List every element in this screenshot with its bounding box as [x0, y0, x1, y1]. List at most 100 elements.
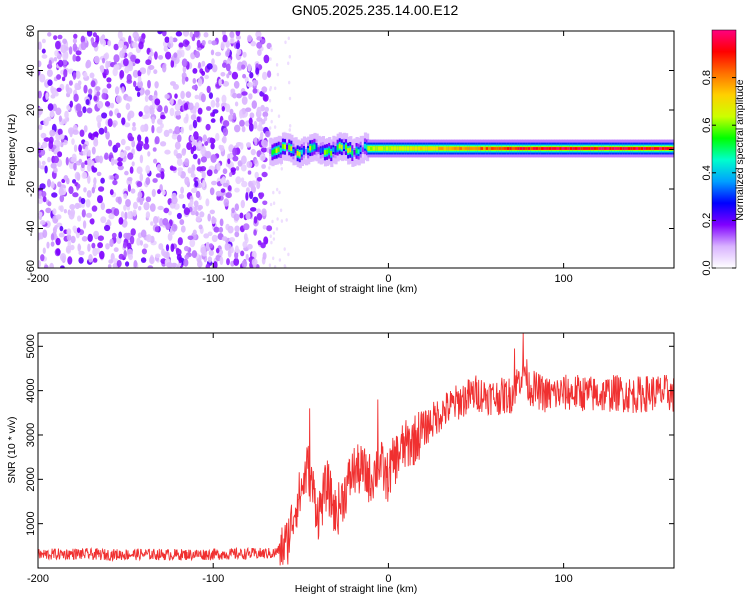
noise-cell [272, 231, 276, 235]
noise-cell [239, 110, 243, 119]
noise-cell [189, 31, 193, 38]
noise-cell [52, 103, 57, 112]
echo-cell [509, 147, 513, 150]
noise-cell [139, 198, 144, 205]
noise-cell [42, 229, 48, 238]
echo-cell [367, 147, 371, 150]
noise-cell [66, 228, 72, 236]
echo-cell [284, 144, 288, 150]
noise-cell [106, 83, 112, 89]
echo-cell [279, 147, 283, 153]
noise-cell [156, 164, 162, 172]
echo-cell [564, 147, 568, 150]
echo-cell [375, 147, 379, 150]
noise-cell [77, 110, 83, 118]
noise-cell [164, 36, 170, 43]
noise-cell [85, 61, 90, 69]
noise-cell [38, 198, 43, 204]
noise-cell [68, 186, 74, 195]
noise-cell [125, 102, 131, 111]
snr-panel: -200 -100 0 100 1000 2000 3000 4000 5000 Height… [6, 332, 675, 595]
noise-cell [175, 31, 183, 37]
noise-cell [272, 190, 275, 195]
noise-cell [208, 243, 214, 249]
noise-cell [78, 144, 82, 153]
noise-cell [197, 78, 203, 87]
noise-cell [191, 187, 198, 194]
noise-cell [181, 76, 186, 85]
noise-cell [194, 102, 200, 109]
noise-cell [132, 122, 136, 127]
echo-cell [336, 145, 340, 150]
noise-cell [174, 141, 181, 150]
noise-cell [284, 40, 287, 45]
noise-cell [177, 167, 184, 172]
noise-cell [199, 211, 205, 218]
noise-cell [145, 59, 152, 66]
noise-cell [230, 246, 234, 254]
noise-cell [276, 187, 279, 192]
noise-cell [215, 51, 222, 57]
noise-cell [210, 112, 215, 117]
noise-cell [278, 258, 282, 262]
noise-cell [185, 113, 189, 122]
noise-cell [158, 243, 164, 250]
noise-cell [157, 118, 163, 125]
noise-cell [167, 232, 173, 241]
noise-cell [140, 124, 146, 133]
colorbar-tick-label: 0.6 [701, 118, 713, 133]
noise-cell [161, 189, 166, 196]
noise-cell [85, 146, 89, 152]
echo-cell [653, 147, 658, 150]
noise-cell [68, 46, 73, 55]
noise-cell [221, 106, 225, 112]
spectrogram-x-tick-label: 100 [554, 273, 572, 285]
noise-cell [253, 216, 258, 224]
noise-cell [113, 247, 119, 253]
noise-cell [268, 98, 272, 103]
noise-cell [227, 185, 232, 192]
echo-cell [326, 149, 330, 155]
noise-cell [247, 63, 252, 72]
noise-cell [135, 33, 140, 40]
noise-cell [145, 165, 151, 174]
noise-cell [276, 217, 279, 221]
echo-cell [548, 147, 552, 150]
noise-cell [225, 50, 230, 57]
noise-cell [262, 200, 268, 206]
noise-cell [40, 254, 45, 262]
noise-cell [255, 31, 262, 38]
noise-cell [247, 34, 252, 43]
noise-cell [184, 254, 189, 260]
noise-cell [184, 176, 190, 186]
echo-cell [456, 147, 460, 150]
noise-cell [86, 107, 93, 114]
noise-cell [38, 41, 42, 50]
noise-cell [194, 180, 199, 188]
noise-cell [239, 119, 245, 127]
noise-cell [48, 140, 54, 150]
noise-cell [188, 102, 194, 111]
noise-cell [225, 103, 231, 113]
noise-cell [287, 61, 290, 66]
echo-cell [501, 147, 505, 150]
echo-cell [664, 147, 668, 150]
noise-cell [123, 193, 128, 199]
echo-cell [357, 149, 361, 154]
noise-cell [243, 233, 248, 241]
noise-cell [210, 49, 215, 56]
noise-cell [66, 104, 71, 111]
noise-cell [92, 257, 98, 263]
noise-cell [213, 226, 220, 233]
noise-cell [94, 55, 100, 64]
noise-cell [82, 106, 87, 114]
noise-cell [60, 265, 65, 268]
noise-cell [261, 164, 266, 169]
noise-cell [120, 138, 126, 146]
noise-cell [110, 157, 115, 166]
noise-cell [213, 169, 218, 174]
noise-cell [222, 182, 229, 188]
noise-cell [256, 208, 261, 214]
echo-cell [294, 148, 298, 154]
